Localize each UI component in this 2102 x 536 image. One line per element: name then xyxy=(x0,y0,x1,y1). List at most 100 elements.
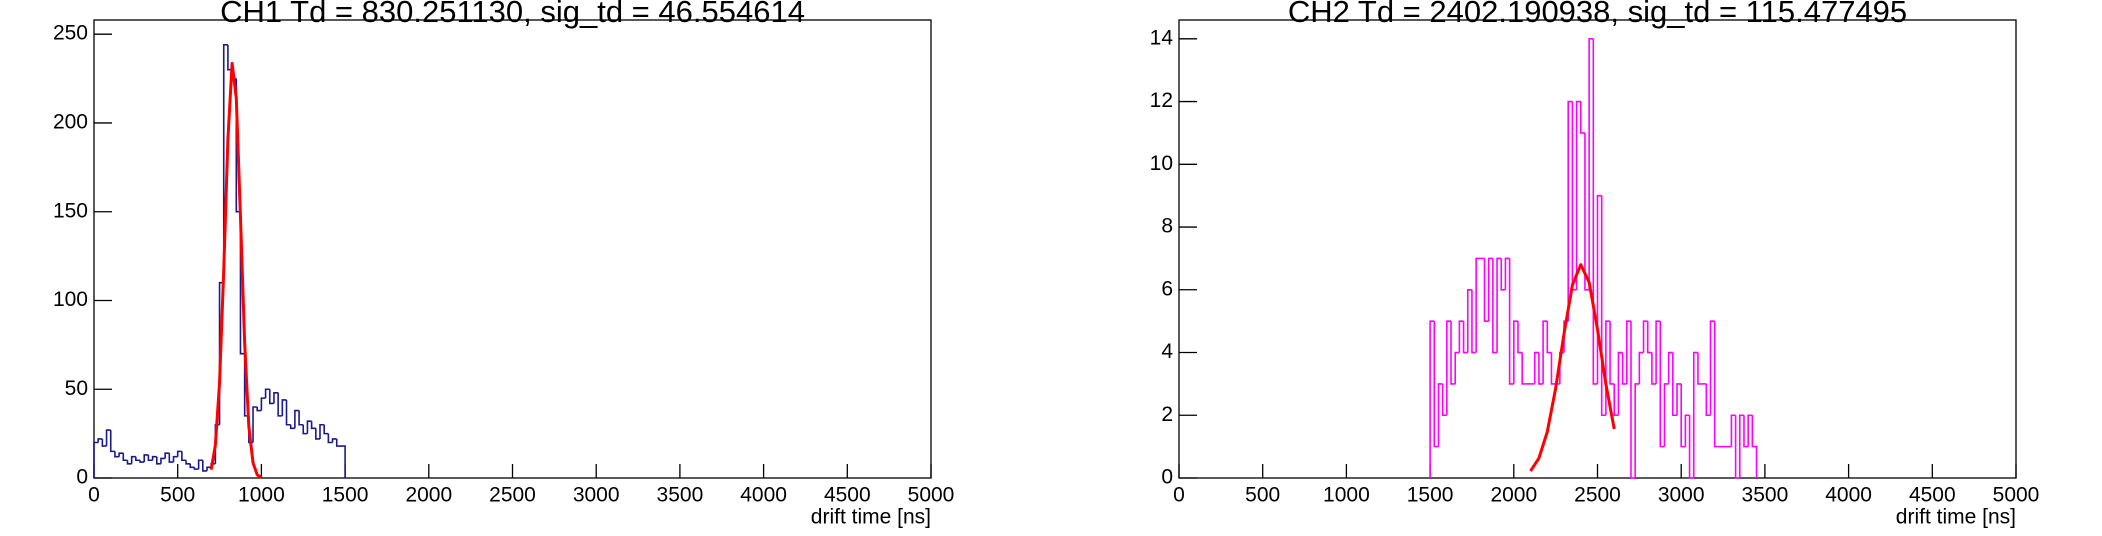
histogram-bin xyxy=(222,44,228,283)
histogram-bin xyxy=(1575,100,1581,290)
histogram-bin xyxy=(109,430,115,453)
x-tick-label: 4000 xyxy=(740,484,787,507)
histogram-bin xyxy=(289,424,295,430)
histogram-bin xyxy=(327,433,333,444)
histogram-bin xyxy=(1471,289,1477,354)
histogram-bin xyxy=(264,388,270,399)
y-tick-label: 8 xyxy=(1161,215,1173,238)
histogram-bin xyxy=(1646,321,1652,354)
x-tick-label: 1000 xyxy=(1323,484,1370,507)
x-axis-label: drift time [ns] xyxy=(1896,506,2016,529)
histogram-bin xyxy=(1550,352,1556,385)
histogram-bin xyxy=(1697,352,1703,385)
y-tick-label: 14 xyxy=(1150,26,1174,49)
histogram-bin xyxy=(1705,383,1711,417)
chart-title: CH1 Td = 830.251130, sig_td = 46.554614 xyxy=(220,0,805,29)
histogram-bin xyxy=(1538,352,1544,385)
histogram-bin xyxy=(256,406,262,412)
histogram-bin xyxy=(1655,320,1661,384)
x-tick-label: 4000 xyxy=(1825,484,1872,507)
histogram-bin xyxy=(189,463,195,469)
fit-curve xyxy=(1529,263,1616,472)
histogram-bin xyxy=(206,466,212,471)
histogram-bin xyxy=(1513,320,1518,384)
histogram-bin xyxy=(315,428,320,440)
histogram-bin xyxy=(126,460,132,465)
histogram-bin xyxy=(319,423,325,439)
histogram-bin xyxy=(1592,38,1598,385)
histogram-bin xyxy=(143,454,149,463)
x-axis-label: drift time [ns] xyxy=(811,506,931,529)
x-tick-label: 3500 xyxy=(1742,484,1789,507)
histogram-bin xyxy=(1508,258,1514,385)
histogram-bin xyxy=(1483,258,1489,322)
y-tick-label: 0 xyxy=(1161,466,1173,489)
histogram-bin xyxy=(172,455,178,463)
histogram-bin xyxy=(1638,351,1644,384)
x-tick-label: 3500 xyxy=(657,484,704,507)
y-tick-label: 50 xyxy=(65,377,88,400)
histogram-bin xyxy=(97,438,103,443)
histogram-bin xyxy=(277,392,283,417)
x-tick-label: 0 xyxy=(1173,484,1185,507)
histogram-bin xyxy=(1584,132,1590,291)
histogram-bin xyxy=(1684,414,1690,447)
histogram-bin xyxy=(1446,320,1452,416)
histogram-bin xyxy=(331,438,337,443)
histogram-bin xyxy=(1626,320,1631,384)
y-tick-label: 12 xyxy=(1150,89,1173,112)
chart-title: CH2 Td = 2402.190938, sig_td = 115.47749… xyxy=(1288,0,1907,29)
x-tick-label: 4500 xyxy=(824,484,871,507)
x-tick-label: 5000 xyxy=(1993,484,2040,507)
histogram-bin xyxy=(323,424,329,435)
histogram-bin xyxy=(1588,38,1594,290)
histogram-bin xyxy=(285,399,291,426)
x-tick-label: 2000 xyxy=(405,484,452,507)
histogram-bin xyxy=(1672,352,1678,417)
y-tick-label: 150 xyxy=(53,199,88,222)
histogram-bin xyxy=(1630,321,1636,479)
x-tick-label: 0 xyxy=(88,484,100,507)
histogram-bin xyxy=(101,438,107,447)
histogram-bin xyxy=(1692,351,1698,478)
histogram-bin xyxy=(130,455,136,464)
histogram-bin xyxy=(139,460,145,463)
histogram-bin xyxy=(1600,195,1606,417)
histogram-bin xyxy=(273,391,279,404)
histogram-bin xyxy=(93,441,99,478)
histogram-bin xyxy=(260,397,266,411)
y-tick-label: 2 xyxy=(1161,403,1173,426)
histogram-bin xyxy=(1667,351,1673,384)
histogram-bin xyxy=(1579,101,1585,134)
histogram-bin xyxy=(310,421,316,430)
x-tick-label: 1500 xyxy=(1407,484,1454,507)
histogram-bin xyxy=(1751,415,1758,478)
histogram-bin xyxy=(1621,352,1627,385)
histogram-bin xyxy=(122,453,128,462)
histogram-bin xyxy=(1688,415,1694,479)
histogram-bin xyxy=(1617,351,1623,416)
x-tick-label: 1000 xyxy=(238,484,285,507)
histogram-bin xyxy=(1441,383,1447,417)
histogram-bin xyxy=(155,456,161,465)
histogram-bin xyxy=(1429,320,1435,478)
histogram-bin xyxy=(1659,321,1665,448)
histogram-bin xyxy=(1567,100,1573,322)
histogram-bin xyxy=(1676,383,1682,416)
histogram-bin xyxy=(151,455,157,461)
x-tick-label: 1500 xyxy=(322,484,369,507)
x-tick-label: 2500 xyxy=(1574,484,1621,507)
histogram-bin xyxy=(1542,320,1548,384)
histogram-bin xyxy=(118,452,124,457)
y-tick-label: 100 xyxy=(53,288,88,311)
y-tick-label: 10 xyxy=(1150,152,1173,175)
x-tick-label: 2000 xyxy=(1490,484,1537,507)
histogram-bin xyxy=(168,453,174,463)
histogram-bin xyxy=(306,420,312,434)
histogram-bin xyxy=(1734,415,1740,479)
histogram-bin xyxy=(1475,257,1481,353)
y-tick-label: 200 xyxy=(53,111,88,134)
histogram-bin xyxy=(1466,288,1472,353)
histogram-bin xyxy=(176,450,182,457)
